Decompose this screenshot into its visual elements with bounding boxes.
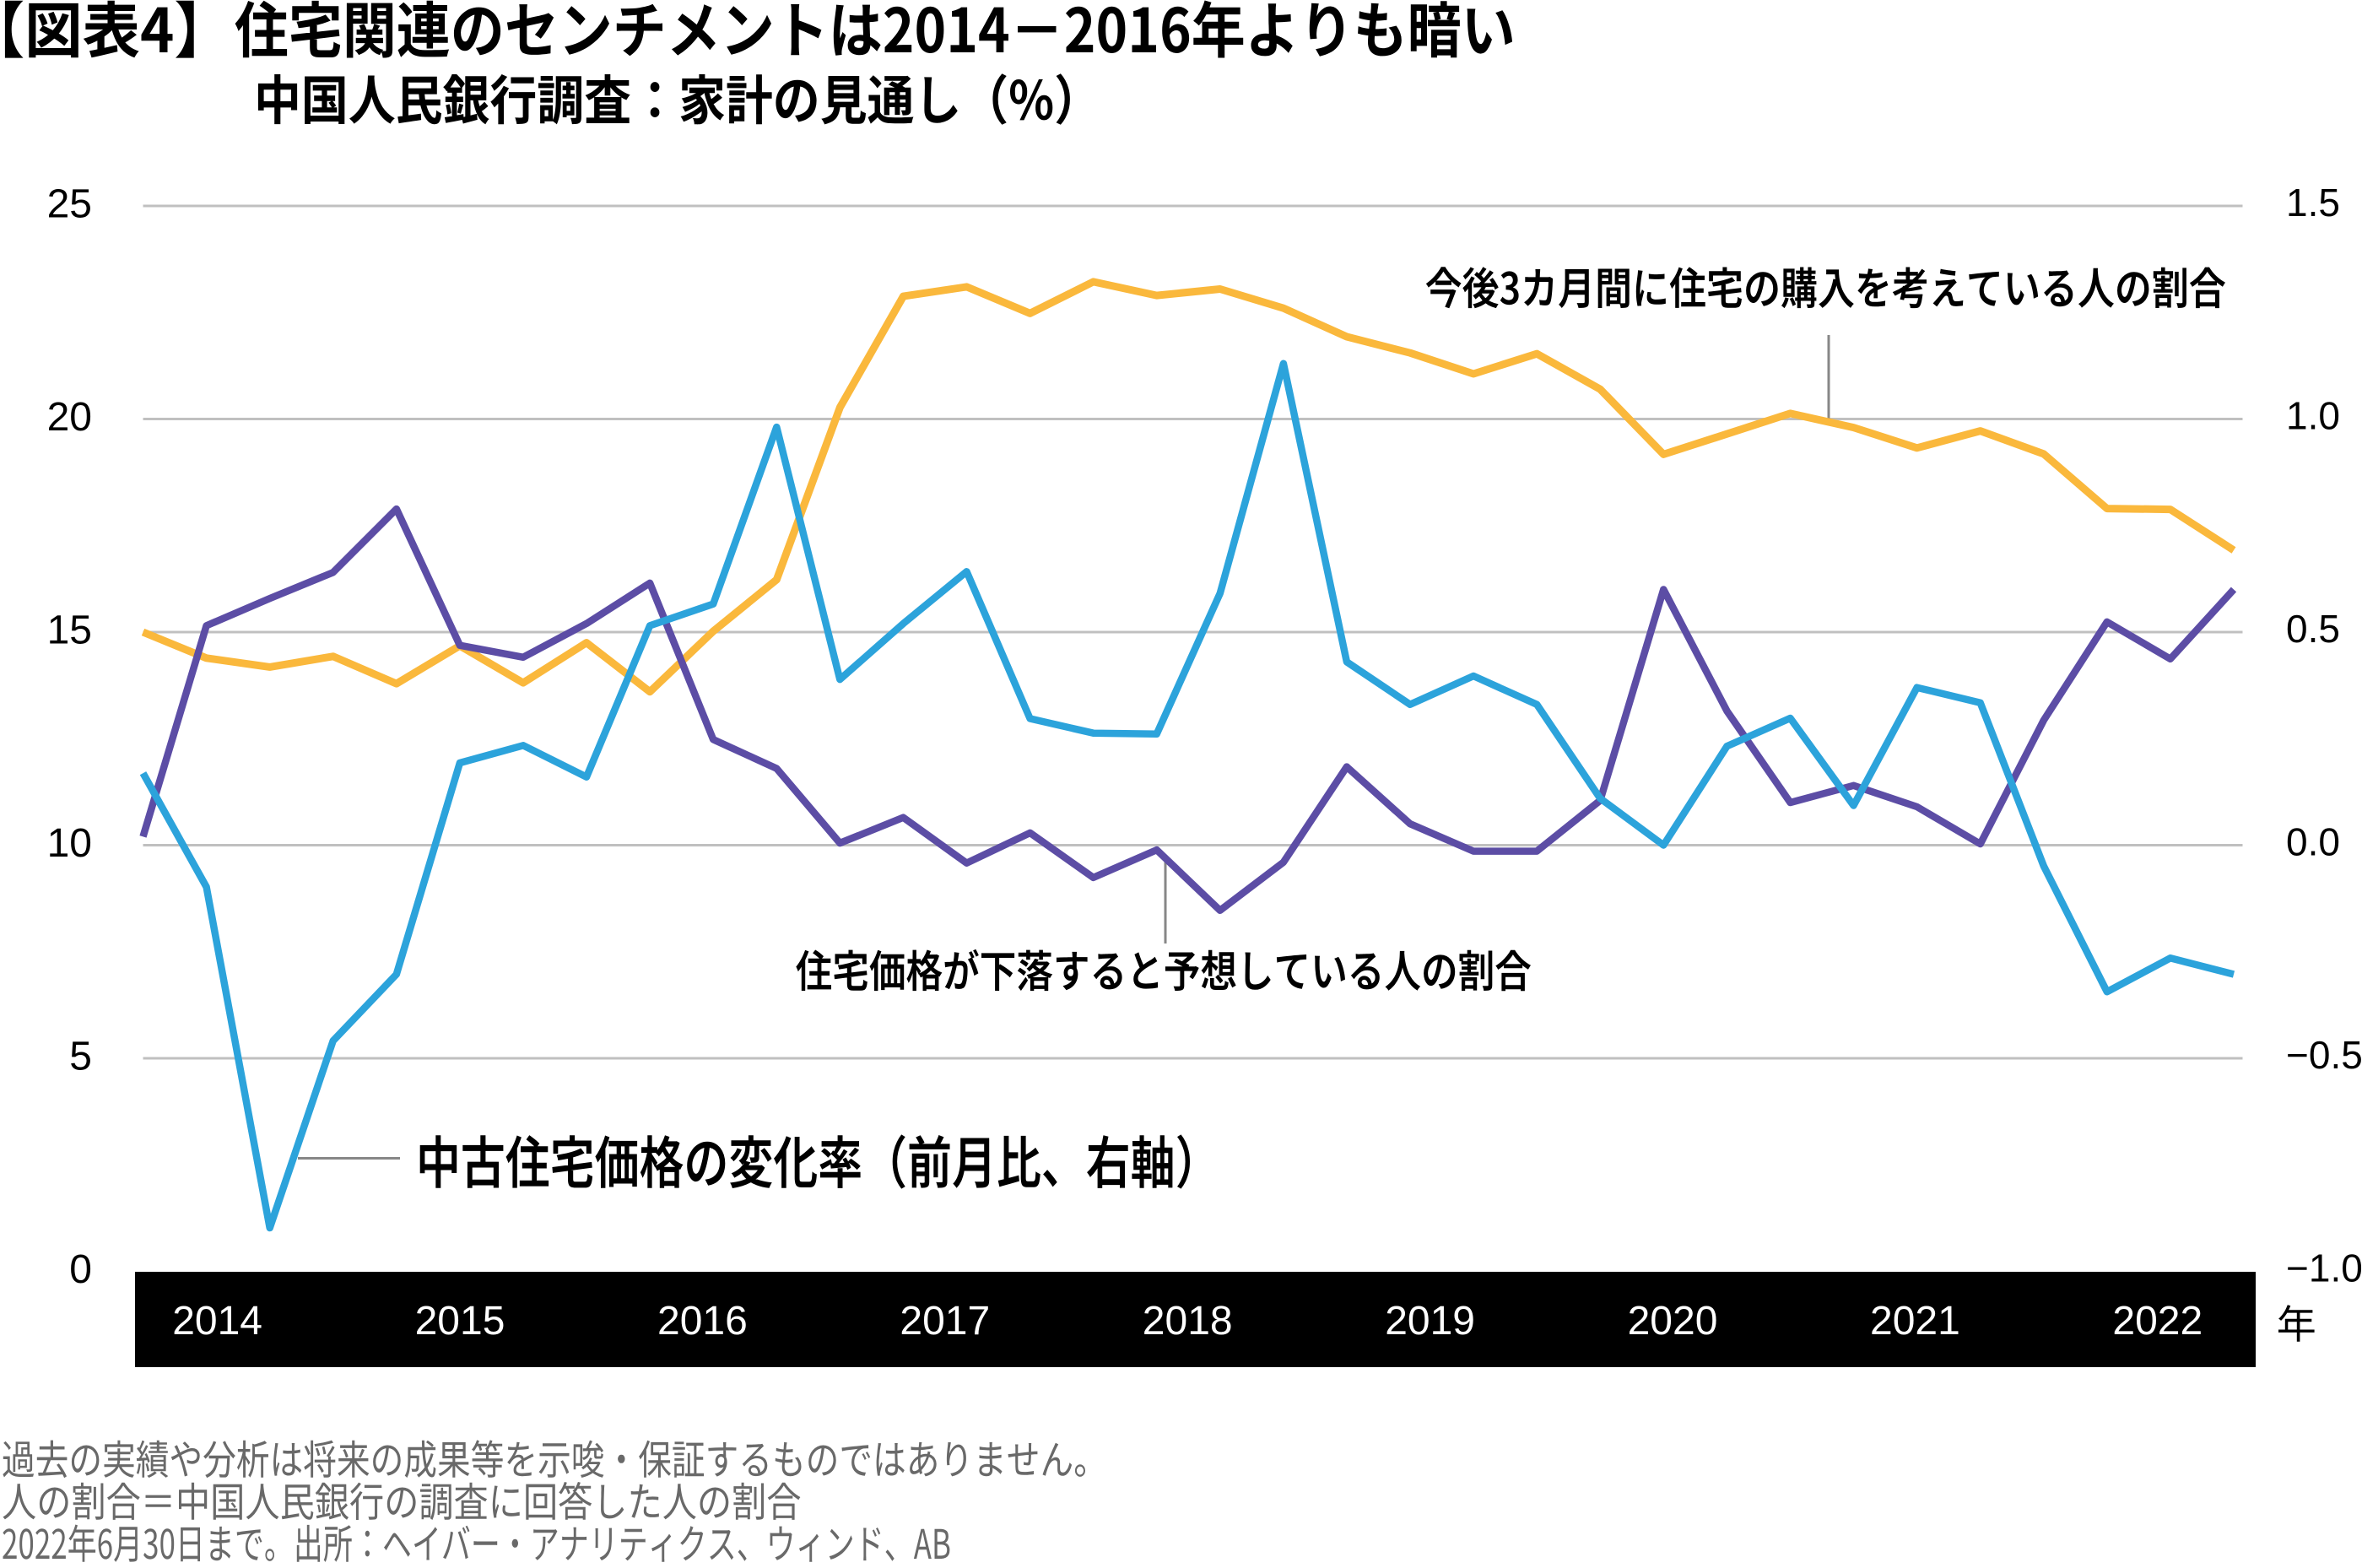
svg-text:2018: 2018 xyxy=(1143,1299,1233,1344)
svg-text:2020: 2020 xyxy=(1628,1299,1718,1344)
svg-text:5: 5 xyxy=(69,1035,92,1079)
svg-text:2021: 2021 xyxy=(1870,1299,1960,1344)
svg-text:0.5: 0.5 xyxy=(2286,607,2340,651)
svg-text:0: 0 xyxy=(69,1247,92,1292)
svg-text:0.0: 0.0 xyxy=(2286,820,2340,864)
svg-text:2017: 2017 xyxy=(900,1299,990,1344)
svg-text:20: 20 xyxy=(47,395,92,440)
svg-text:−1.0: −1.0 xyxy=(2286,1246,2362,1290)
svg-text:2022: 2022 xyxy=(2112,1299,2203,1344)
svg-text:−0.5: −0.5 xyxy=(2286,1033,2362,1077)
svg-text:15: 15 xyxy=(47,608,92,653)
svg-text:25: 25 xyxy=(47,182,92,227)
svg-text:1.5: 1.5 xyxy=(2286,181,2340,224)
svg-text:2016: 2016 xyxy=(657,1299,748,1344)
svg-text:2015: 2015 xyxy=(415,1299,505,1344)
svg-text:1.0: 1.0 xyxy=(2286,394,2340,438)
svg-text:10: 10 xyxy=(47,821,92,866)
svg-text:2014: 2014 xyxy=(172,1299,262,1344)
svg-text:2019: 2019 xyxy=(1385,1299,1475,1344)
